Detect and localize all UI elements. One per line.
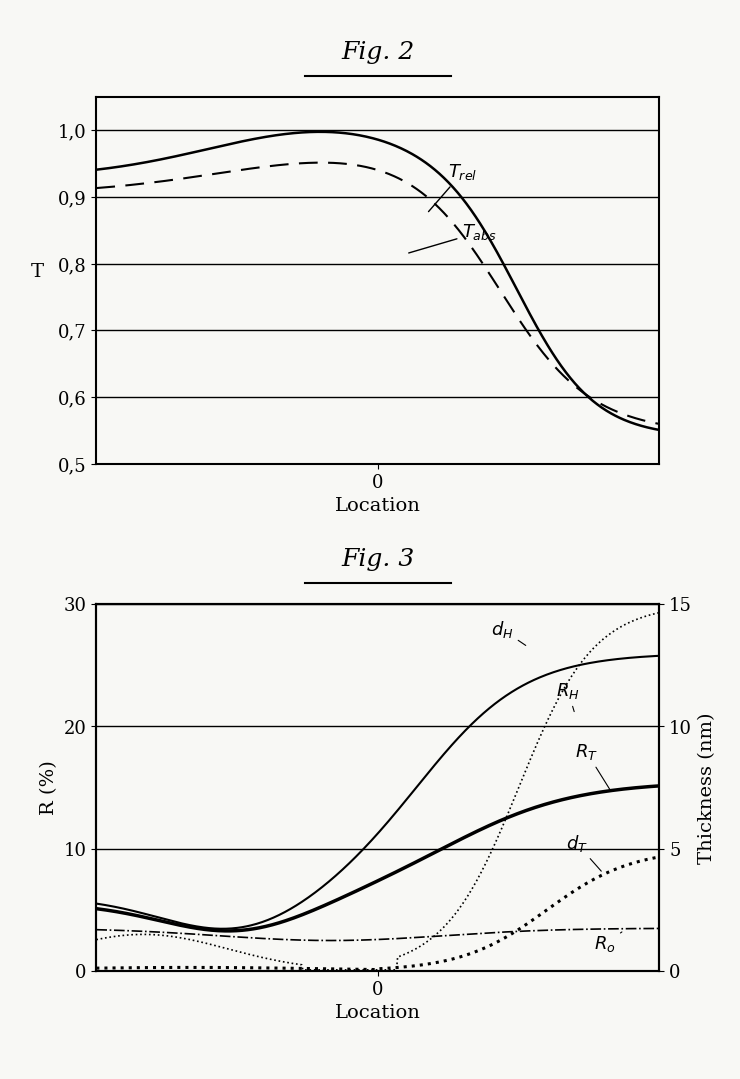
Text: $d_T$: $d_T$ bbox=[565, 833, 601, 871]
X-axis label: Location: Location bbox=[334, 497, 420, 516]
Text: Fig. 2: Fig. 2 bbox=[341, 41, 414, 64]
Text: $R_T$: $R_T$ bbox=[574, 742, 610, 791]
Text: Fig. 3: Fig. 3 bbox=[341, 548, 414, 571]
Text: $R_H$: $R_H$ bbox=[556, 681, 579, 712]
Y-axis label: Thickness (nm): Thickness (nm) bbox=[697, 712, 715, 863]
Y-axis label: T: T bbox=[30, 262, 44, 281]
Y-axis label: R (%): R (%) bbox=[40, 761, 58, 815]
Text: $T_{rel}$: $T_{rel}$ bbox=[428, 162, 477, 211]
Text: $T_{abs}$: $T_{abs}$ bbox=[408, 222, 497, 254]
X-axis label: Location: Location bbox=[334, 1005, 420, 1023]
Text: $R_o$: $R_o$ bbox=[593, 932, 621, 954]
Text: $d_H$: $d_H$ bbox=[490, 619, 525, 645]
